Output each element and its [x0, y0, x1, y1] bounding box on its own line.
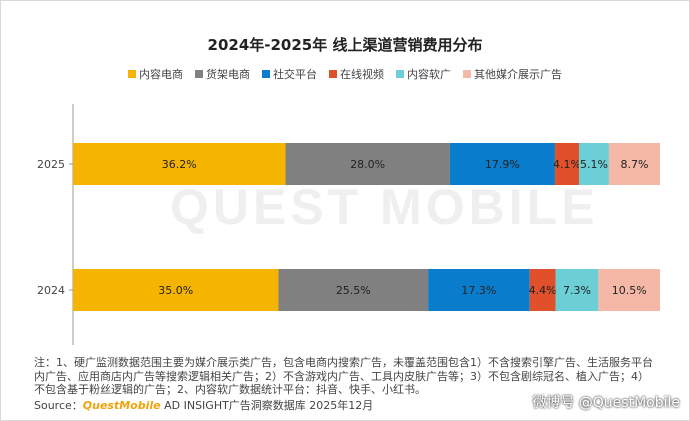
- bar-segment: [428, 269, 530, 311]
- legend-label: 其他媒介展示广告: [474, 68, 562, 81]
- bar-segment: [529, 269, 556, 311]
- legend-swatch: [128, 70, 136, 78]
- source-prefix: Source：: [34, 399, 83, 412]
- legend-label: 社交平台: [273, 68, 317, 81]
- bar-value-label: 4.4%: [529, 284, 557, 297]
- bar-value-label: 5.1%: [580, 158, 608, 171]
- bar-value-label: 8.7%: [620, 158, 648, 171]
- bar-segment: [554, 143, 579, 185]
- bar-segment: [555, 269, 599, 311]
- weibo-watermark: 微博号 @QuestMobile: [532, 395, 680, 411]
- legend-swatch: [195, 70, 203, 78]
- bar-segment: [73, 269, 279, 311]
- chart-legend: 内容电商 货架电商 社交平台 在线视频 内容软广 其他媒介展示广告: [0, 66, 690, 82]
- source-brand: QuestMobile: [82, 399, 161, 412]
- legend-item: 其他媒介展示广告: [463, 66, 562, 82]
- category-label: 2024: [37, 284, 65, 297]
- legend-item: 货架电商: [195, 66, 250, 82]
- bar-value-label: 7.3%: [563, 284, 591, 297]
- legend-label: 内容软广: [407, 68, 451, 81]
- bar-segment: [449, 143, 555, 185]
- legend-label: 在线视频: [340, 68, 384, 81]
- footnote: 注：1、硬广监测数据范围主要为媒介展示类广告，包含电商内搜索广告，未覆盖范围包含…: [34, 356, 653, 396]
- bar-value-label: 17.9%: [485, 158, 520, 171]
- legend-item: 在线视频: [329, 66, 384, 82]
- legend-label: 内容电商: [139, 68, 183, 81]
- bar-segment: [278, 269, 429, 311]
- bar-segment: [598, 269, 660, 311]
- bar-value-label: 28.0%: [350, 158, 385, 171]
- bar-segment: [578, 143, 609, 185]
- bar-segment: [285, 143, 450, 185]
- legend-swatch: [262, 70, 270, 78]
- bar-segment: [73, 143, 286, 185]
- legend-item: 内容软广: [396, 66, 451, 82]
- legend-swatch: [463, 70, 471, 78]
- legend-item: 内容电商: [128, 66, 183, 82]
- chart-title: 2024年-2025年 线上渠道营销费用分布: [207, 36, 483, 54]
- bar-value-label: 36.2%: [162, 158, 197, 171]
- category-label: 2025: [37, 158, 65, 171]
- bar-value-label: 10.5%: [612, 284, 647, 297]
- bar-segment: [608, 143, 660, 185]
- source-line: Source：QuestMobile AD INSIGHT广告洞察数据库 202…: [34, 397, 373, 413]
- source-detail: AD INSIGHT广告洞察数据库 2025年12月: [160, 399, 374, 412]
- watermark-text: QUEST MOBILE: [170, 179, 599, 235]
- legend-label: 货架电商: [206, 68, 250, 81]
- bar-value-label: 35.0%: [158, 284, 193, 297]
- bar-value-label: 4.1%: [553, 158, 581, 171]
- bar-value-label: 25.5%: [336, 284, 371, 297]
- legend-swatch: [329, 70, 337, 78]
- bar-value-label: 17.3%: [461, 284, 496, 297]
- legend-item: 社交平台: [262, 66, 317, 82]
- legend-swatch: [396, 70, 404, 78]
